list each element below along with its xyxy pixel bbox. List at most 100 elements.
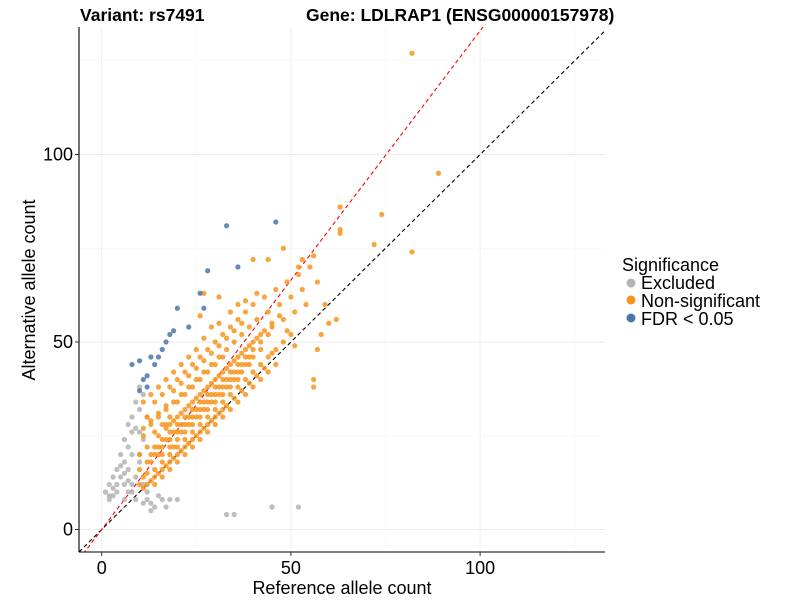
data-point xyxy=(273,361,279,368)
data-point xyxy=(121,470,128,476)
data-point xyxy=(205,268,211,274)
data-point xyxy=(159,391,165,398)
data-point xyxy=(250,256,256,263)
data-point xyxy=(193,395,199,401)
data-point xyxy=(258,346,264,353)
data-point xyxy=(121,436,128,443)
data-point xyxy=(133,399,139,405)
data-point xyxy=(205,369,211,375)
data-point xyxy=(121,459,128,465)
y-axis-title: Alternative allele count xyxy=(19,199,39,380)
data-point xyxy=(144,459,150,465)
data-point xyxy=(148,418,154,424)
data-point xyxy=(167,414,173,420)
data-point xyxy=(265,369,271,375)
data-point xyxy=(435,170,442,176)
data-point xyxy=(197,414,203,420)
data-point xyxy=(140,500,146,506)
data-point xyxy=(311,253,317,259)
data-point xyxy=(174,444,180,450)
series-non-significant xyxy=(136,50,442,491)
data-point xyxy=(246,324,252,330)
data-point xyxy=(110,474,116,480)
data-point xyxy=(106,496,112,503)
data-point xyxy=(140,391,146,398)
data-point xyxy=(125,421,131,428)
data-point xyxy=(144,489,150,495)
legend-swatch-non-significant xyxy=(626,295,636,305)
data-point xyxy=(223,223,230,229)
data-point xyxy=(144,496,150,503)
legend-label-fdr: FDR < 0.05 xyxy=(641,309,734,329)
data-point xyxy=(197,391,203,398)
data-point xyxy=(212,361,218,368)
data-point xyxy=(171,455,177,461)
data-point xyxy=(265,256,271,263)
data-point xyxy=(133,474,139,480)
data-point xyxy=(220,391,226,398)
data-point xyxy=(242,309,249,315)
data-point xyxy=(178,429,184,435)
data-point xyxy=(197,429,203,435)
data-point xyxy=(254,373,260,379)
data-point xyxy=(314,279,321,285)
data-point xyxy=(163,403,169,409)
data-point xyxy=(201,290,207,296)
data-point xyxy=(212,391,218,398)
data-point xyxy=(273,219,279,225)
data-point xyxy=(106,481,112,488)
data-point xyxy=(174,436,180,443)
data-point xyxy=(239,361,245,368)
data-point xyxy=(136,384,143,390)
data-point xyxy=(155,384,162,390)
data-point xyxy=(227,391,233,398)
data-point xyxy=(125,489,131,495)
x-tick-label: 0 xyxy=(97,558,107,578)
data-point xyxy=(227,361,233,368)
data-point xyxy=(318,331,324,338)
data-point xyxy=(231,358,237,364)
data-point xyxy=(216,410,222,416)
data-point xyxy=(337,230,343,236)
data-point xyxy=(295,264,302,270)
tick-labels: 0 50 100 0 50 100 xyxy=(43,145,495,579)
data-point xyxy=(182,369,188,375)
data-point xyxy=(235,301,241,308)
data-point xyxy=(201,305,207,311)
data-point xyxy=(212,421,218,428)
axes xyxy=(75,27,605,556)
data-point xyxy=(110,493,116,499)
data-point xyxy=(136,406,143,413)
data-point xyxy=(114,466,120,473)
data-point xyxy=(201,358,207,364)
data-point xyxy=(212,414,218,420)
data-point xyxy=(148,459,154,465)
data-point xyxy=(152,474,158,480)
data-point xyxy=(295,504,302,510)
data-point xyxy=(121,496,128,503)
data-point xyxy=(250,346,256,353)
data-point xyxy=(208,350,215,356)
data-point xyxy=(261,328,268,334)
data-point xyxy=(159,421,165,428)
data-point xyxy=(242,354,249,360)
data-point xyxy=(140,376,146,383)
data-point xyxy=(193,414,199,420)
data-point xyxy=(208,361,215,368)
data-point xyxy=(171,328,177,334)
data-point xyxy=(167,451,173,458)
data-point xyxy=(148,354,154,360)
data-point xyxy=(167,421,173,428)
data-point xyxy=(163,504,169,510)
data-point xyxy=(133,496,139,503)
data-point xyxy=(235,384,241,390)
data-point xyxy=(212,384,218,390)
data-point xyxy=(152,361,158,368)
data-point xyxy=(265,331,271,338)
data-point xyxy=(197,399,203,405)
data-point xyxy=(288,331,294,338)
data-point xyxy=(155,451,162,458)
data-point xyxy=(159,496,165,503)
series-excluded xyxy=(102,384,302,518)
